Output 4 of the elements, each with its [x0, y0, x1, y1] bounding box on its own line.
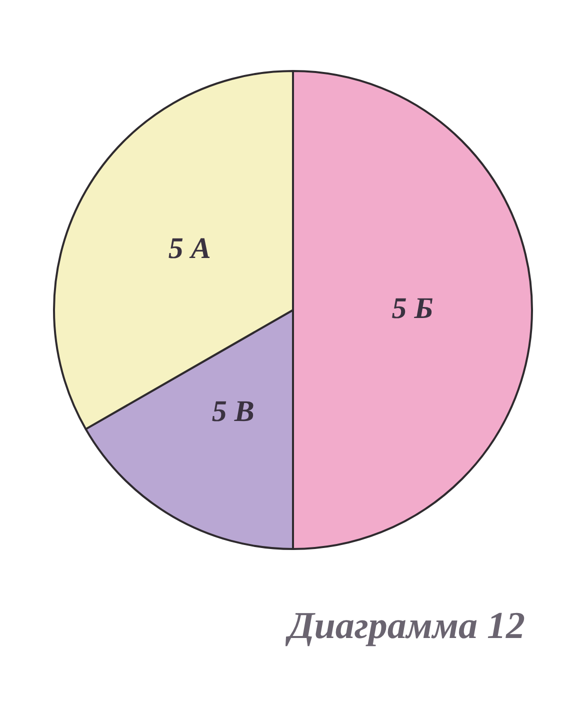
- slice-label: 5 В: [212, 395, 254, 428]
- slice-label: 5 Б: [392, 292, 434, 325]
- slice-label: 5 А: [168, 232, 211, 265]
- text: Диаграмма 12: [285, 604, 525, 647]
